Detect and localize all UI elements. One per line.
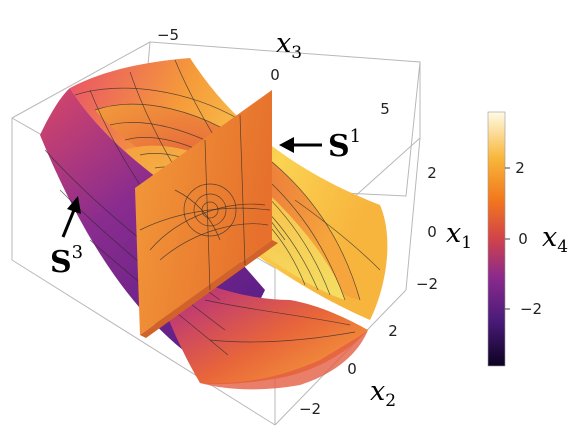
annotation-s1: S1 — [279, 126, 361, 164]
x4-axis-label: x4 — [542, 222, 568, 257]
x2-axis-label: x2 — [370, 376, 396, 411]
x2-tick: 0 — [347, 360, 357, 378]
colorbar-tick: 0 — [518, 230, 528, 248]
x3-tick: 5 — [380, 100, 390, 118]
plane-s1 — [135, 90, 278, 338]
colorbar-tick: −2 — [520, 300, 542, 318]
x3-axis-label: x3 — [276, 28, 302, 63]
x3-tick: −5 — [157, 26, 179, 44]
x1-axis-label: x1 — [446, 218, 472, 253]
svg-text:S3: S3 — [50, 242, 83, 280]
x3-tick: 0 — [270, 66, 280, 84]
colorbar: 2 0 −2 — [487, 111, 542, 367]
annotation-s3: S3 — [50, 196, 83, 280]
svg-text:S1: S1 — [328, 126, 361, 164]
colorbar-tick: 2 — [515, 159, 525, 177]
x1-tick: 2 — [427, 164, 437, 182]
x1-tick: 0 — [427, 223, 437, 241]
x2-tick: 2 — [388, 322, 398, 340]
x1-tick: −2 — [416, 275, 438, 293]
x2-tick: −2 — [299, 400, 321, 418]
